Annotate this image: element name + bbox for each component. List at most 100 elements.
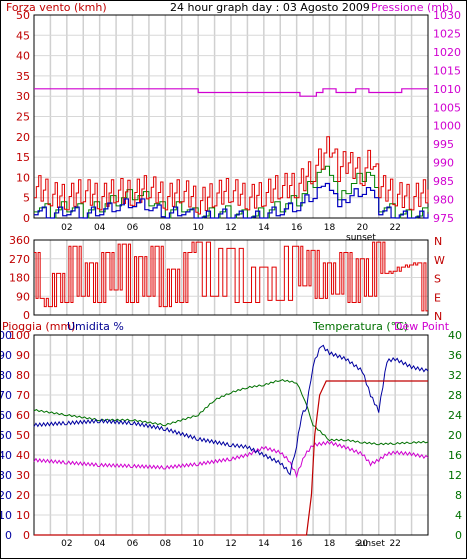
compass-label: W xyxy=(434,254,445,267)
wind-tick-label: 15 xyxy=(16,151,30,164)
temperature-tick-label: 36 xyxy=(448,349,462,362)
rain-tick-label: 40 xyxy=(16,449,30,462)
hour-tick-label: 08 xyxy=(160,223,172,233)
panel1-pressure-ticks: 975 980 985 990 995 1000 1005 1010 1015 1020 1025 1… xyxy=(433,9,461,225)
graph-title: 24 hour graph day : 03 Agosto 2009 xyxy=(170,1,370,14)
humidity-axis-title: Umidita % xyxy=(67,320,124,333)
degree-tick-label: 90 xyxy=(16,290,30,303)
rain-tick-label: 0 xyxy=(23,529,30,542)
hour-tick-label: 14 xyxy=(258,539,270,549)
panel1-grid xyxy=(34,15,428,218)
temperature-tick-label: 0 xyxy=(455,529,462,542)
temperature-tick-label: 8 xyxy=(455,489,462,502)
degree-tick-label: 270 xyxy=(9,253,30,266)
pressure-tick-label: 1030 xyxy=(433,9,461,22)
pressure-tick-label: 1005 xyxy=(433,101,461,114)
rain-tick-label: 100 xyxy=(9,329,30,342)
hour-tick-label: 08 xyxy=(160,539,172,549)
panel3-right-ticks: 0 4 8 12 16 20 24 28 32 36 40 xyxy=(448,329,462,542)
wind-axis-title: Forza vento (kmh) xyxy=(6,1,107,14)
humidity-tick-label: 90 xyxy=(0,349,12,362)
rain-tick-label: 80 xyxy=(16,369,30,382)
wind-tick-label: 0 xyxy=(23,212,30,225)
hour-tick-label: 22 xyxy=(389,223,400,233)
hour-tick-label: 02 xyxy=(61,539,72,549)
rain-series xyxy=(34,380,428,536)
wind-tick-label: 30 xyxy=(16,90,30,103)
hour-tick-label: 10 xyxy=(192,539,204,549)
dewpoint-axis-title: Dew Point xyxy=(394,320,450,333)
pressure-axis-title: Pressione (mb) xyxy=(371,1,453,14)
compass-label: N xyxy=(434,235,442,248)
temperature-tick-label: 24 xyxy=(448,409,462,422)
pressure-tick-label: 985 xyxy=(433,175,454,188)
rain-tick-label: 20 xyxy=(16,489,30,502)
rain-axis-title: Pioggia (mm) xyxy=(2,320,75,333)
panel1-hour-ticks: 02 04 06 08 10 12 14 16 18 20 22 xyxy=(61,223,401,233)
rain-tick-label: 10 xyxy=(16,509,30,522)
hour-tick-label: 20 xyxy=(357,539,369,549)
hour-tick-label: 06 xyxy=(127,539,139,549)
pressure-tick-label: 980 xyxy=(433,194,454,207)
humidity-tick-label: 10 xyxy=(0,509,12,522)
wind-green-series xyxy=(34,165,429,219)
wind-tick-label: 10 xyxy=(16,171,30,184)
hour-tick-label: 04 xyxy=(94,223,106,233)
humidity-tick-label: 30 xyxy=(0,469,12,482)
humidity-tick-label: 0 xyxy=(5,529,12,542)
panel3-left-ticks: 0 10 20 30 40 50 60 70 80 90 100 0 10 20 30 40 50 60 70 80 9… xyxy=(0,329,30,542)
compass-label: S xyxy=(434,273,441,286)
hour-tick-label: 18 xyxy=(324,539,336,549)
hour-tick-label: 16 xyxy=(291,539,303,549)
humidity-tick-label: 50 xyxy=(0,429,12,442)
temperature-tick-label: 16 xyxy=(448,449,462,462)
pressure-series xyxy=(34,88,428,97)
humidity-tick-label: 80 xyxy=(0,369,12,382)
wind-gust-series xyxy=(34,182,429,219)
hour-tick-label: 04 xyxy=(94,539,106,549)
hour-tick-label: 16 xyxy=(291,223,303,233)
hour-tick-label: 22 xyxy=(389,539,400,549)
humidity-tick-label: 20 xyxy=(0,489,12,502)
pressure-tick-label: 1000 xyxy=(433,120,461,133)
pressure-tick-label: 1025 xyxy=(433,27,461,40)
wind-tick-label: 35 xyxy=(16,70,30,83)
temperature-axis-title: Temperatura (°C) xyxy=(312,320,408,333)
degree-tick-label: 180 xyxy=(9,272,30,285)
pressure-tick-label: 990 xyxy=(433,157,454,170)
rain-tick-label: 60 xyxy=(16,409,30,422)
hour-tick-label: 12 xyxy=(225,539,236,549)
hour-tick-label: 20 xyxy=(357,223,369,233)
temperature-tick-label: 20 xyxy=(448,429,462,442)
hour-tick-label: 18 xyxy=(324,223,336,233)
humidity-tick-label: 60 xyxy=(0,409,12,422)
temperature-tick-label: 28 xyxy=(448,389,462,402)
wind-tick-label: 5 xyxy=(23,192,30,205)
wind-tick-label: 25 xyxy=(16,111,30,124)
degree-tick-label: 0 xyxy=(23,309,30,322)
temperature-tick-label: 4 xyxy=(455,509,462,522)
rain-tick-label: 90 xyxy=(16,349,30,362)
hour-tick-label: 06 xyxy=(127,223,139,233)
panel2-grid xyxy=(34,240,428,315)
wind-tick-label: 50 xyxy=(16,9,30,22)
rain-tick-label: 70 xyxy=(16,389,30,402)
pressure-tick-label: 1020 xyxy=(433,46,461,59)
wind-speed-series xyxy=(34,136,429,215)
humidity-tick-label: 40 xyxy=(0,449,12,462)
wind-direction-series xyxy=(34,241,428,312)
humidity-tick-label: 100 xyxy=(0,329,12,342)
humidity-series xyxy=(33,344,429,476)
panel2-frame xyxy=(33,239,429,316)
pressure-tick-label: 995 xyxy=(433,138,454,151)
degree-tick-label: 360 xyxy=(9,234,30,247)
pressure-tick-label: 975 xyxy=(433,212,454,225)
temperature-tick-label: 12 xyxy=(448,469,462,482)
pressure-tick-label: 1015 xyxy=(433,64,461,77)
temperature-series xyxy=(33,379,429,446)
wind-tick-label: 45 xyxy=(16,29,30,42)
compass-label: E xyxy=(434,291,441,304)
panel2-degree-ticks: 360 270 180 90 0 xyxy=(9,234,30,322)
